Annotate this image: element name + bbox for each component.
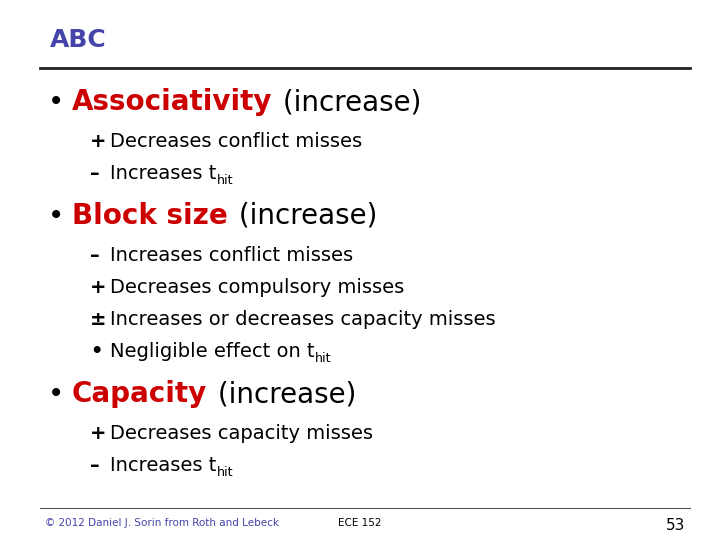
Text: Capacity: Capacity bbox=[72, 380, 207, 408]
Text: ±: ± bbox=[90, 310, 107, 329]
Text: +: + bbox=[90, 424, 107, 443]
Text: ABC: ABC bbox=[50, 28, 107, 52]
Text: Decreases compulsory misses: Decreases compulsory misses bbox=[110, 278, 404, 297]
Text: hit: hit bbox=[315, 352, 331, 365]
Text: Block size: Block size bbox=[72, 202, 228, 230]
Text: hit: hit bbox=[217, 174, 233, 187]
Text: 53: 53 bbox=[665, 518, 685, 533]
Text: (increase): (increase) bbox=[274, 88, 422, 116]
Text: hit: hit bbox=[217, 466, 233, 479]
Text: –: – bbox=[90, 164, 99, 183]
Text: ECE 152: ECE 152 bbox=[338, 518, 382, 528]
Text: +: + bbox=[90, 132, 107, 151]
Text: Decreases capacity misses: Decreases capacity misses bbox=[110, 424, 373, 443]
Text: Increases t: Increases t bbox=[110, 456, 217, 475]
Text: +: + bbox=[90, 278, 107, 297]
Text: Negligible effect on t: Negligible effect on t bbox=[110, 342, 315, 361]
Text: © 2012 Daniel J. Sorin from Roth and Lebeck: © 2012 Daniel J. Sorin from Roth and Leb… bbox=[45, 518, 279, 528]
Text: –: – bbox=[90, 456, 99, 475]
Text: Decreases conflict misses: Decreases conflict misses bbox=[110, 132, 362, 151]
Text: Associativity: Associativity bbox=[72, 88, 272, 116]
Text: Increases t: Increases t bbox=[110, 164, 217, 183]
Text: (increase): (increase) bbox=[210, 380, 356, 408]
Text: •: • bbox=[48, 380, 64, 408]
Text: •: • bbox=[48, 88, 64, 116]
Text: Increases conflict misses: Increases conflict misses bbox=[110, 246, 353, 265]
Text: •: • bbox=[48, 202, 64, 230]
Text: (increase): (increase) bbox=[230, 202, 377, 230]
Text: Increases or decreases capacity misses: Increases or decreases capacity misses bbox=[110, 310, 495, 329]
Text: •: • bbox=[90, 342, 102, 361]
Text: –: – bbox=[90, 246, 99, 265]
